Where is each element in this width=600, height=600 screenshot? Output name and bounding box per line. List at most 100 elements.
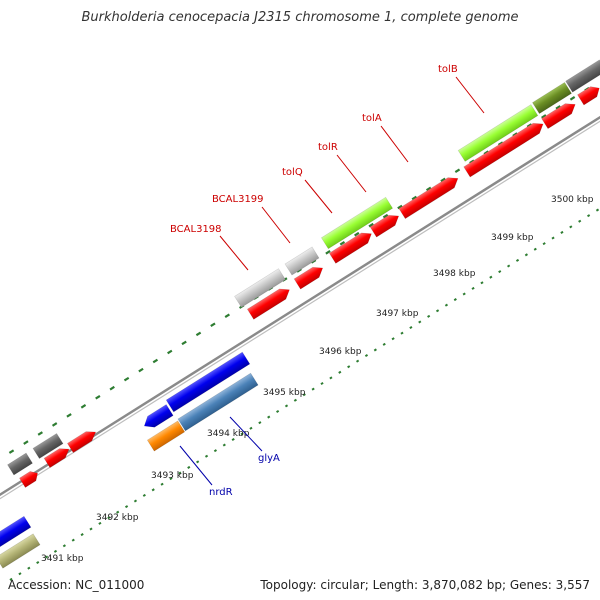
tick-mark [62,544,66,548]
tick-mark [418,320,422,324]
kbp-label: 3494 kbp [207,429,250,439]
tick-mark [66,413,72,418]
gene-label: BCAL3199 [212,194,264,205]
tick-mark [8,449,15,454]
tick-mark [339,240,346,246]
tick-mark [98,521,102,525]
tick-mark [89,527,93,531]
gene-label: glyA [258,453,280,464]
tick-mark [435,309,440,313]
tick-mark [391,337,395,341]
tick-mark [116,510,120,514]
tick-mark [533,247,537,251]
tick-mark [36,561,40,565]
tick-mark [515,258,520,262]
gene-label: tolR [318,142,338,153]
gene-leader-line [179,445,213,486]
gene-label: BCAL3198 [170,224,222,235]
tick-mark [196,460,200,464]
tick-mark [551,236,555,240]
gene-glyA [177,372,259,432]
gene-tol-cluster [320,196,394,250]
gene-forward [577,86,600,106]
gene-reverse [143,404,174,428]
tick-mark [453,298,457,302]
kbp-label: 3497 kbp [376,309,419,319]
tick-mark [507,264,511,268]
tick-mark [109,385,115,391]
tick-mark [167,349,173,355]
tick-mark [364,354,369,358]
tick-mark [409,326,413,330]
tick-mark [498,270,502,274]
tick-mark [338,370,342,374]
tick-mark [354,231,360,237]
tick-mark [240,432,244,436]
tick-mark [249,426,253,430]
tick-mark [123,376,130,382]
tick-mark [560,230,564,234]
tick-mark [471,286,475,290]
gene-reverse [0,515,32,553]
tick-mark [204,454,209,458]
tick-mark [80,404,87,409]
tick-mark [347,365,351,369]
tick-mark [302,393,306,397]
kbp-label: 3492 kbp [96,513,139,523]
map-title: Burkholderia cenocepacia J2315 chromosom… [81,10,519,25]
tick-mark [222,443,226,447]
tick-mark [284,404,289,408]
tick-mark [80,533,84,537]
tick-mark [187,465,191,469]
tick-mark [382,342,386,346]
tick-mark [142,493,146,497]
kbp-label: 3500 kbp [551,195,594,205]
tick-mark [578,219,582,223]
accession-text: Accession: NC_011000 [8,578,145,592]
tick-mark [267,415,271,419]
tick-mark [400,331,404,335]
kbp-tick-row [9,208,600,581]
tick-mark [444,303,449,307]
tick-mark [231,437,235,441]
gene-labels: BCAL3198 BCAL3199 tolQ tolR tolA tolB glyA nrdR [170,64,485,498]
gene-forward [369,214,400,238]
tick-mark [586,214,591,218]
tick-mark [178,471,182,475]
tick-mark [329,376,333,380]
tick-mark [45,555,49,559]
tick-mark [542,242,546,246]
tick-mark [138,367,144,373]
tick-mark [71,538,75,542]
tick-mark [497,141,504,146]
tick-mark [27,566,31,570]
kbp-labels: 3491 kbp 3492 kbp 3493 kbp 3494 kbp 3495 kbp… [41,195,594,564]
gene-forward [541,103,576,130]
tick-mark [483,150,489,155]
gene-forward [66,431,97,454]
gene-leader-line [304,179,333,214]
tick-mark [512,132,518,137]
gene-leader-line [455,76,485,114]
tick-mark [53,549,58,553]
tick-mark [124,505,129,509]
tick-mark [95,394,101,400]
gene-forward [19,471,38,488]
gene-label: tolB [438,64,458,75]
tick-mark [37,431,43,436]
gene-nrdR [146,420,186,452]
tick-mark [462,292,466,296]
tick-mark [293,398,297,402]
tick-mark [355,359,360,363]
backbone-inner [0,120,600,500]
gene-block [565,59,600,93]
kbp-label: 3499 kbp [491,233,534,243]
tick-mark [325,250,331,255]
tick-mark [151,488,155,492]
tick-mark [454,168,461,174]
gene-block [284,246,320,276]
tick-mark [555,105,561,110]
tick-mark [133,499,138,503]
kbp-label: 3495 kbp [263,388,306,398]
